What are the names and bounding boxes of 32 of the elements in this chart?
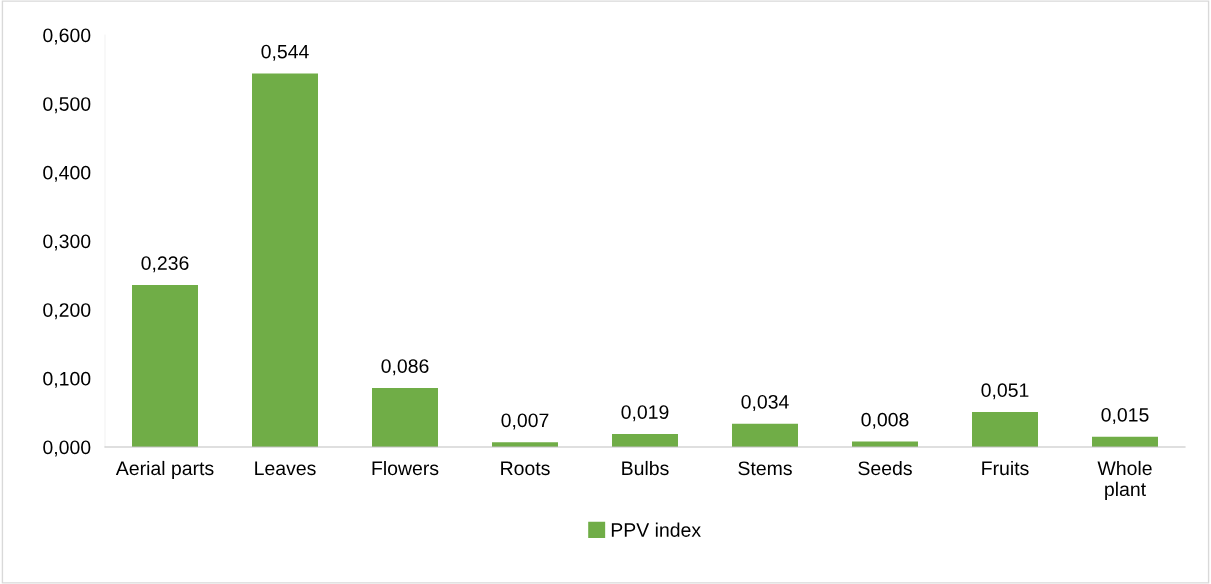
y-tick-label: 0,500: [43, 97, 91, 114]
x-tick-label: Roots: [501, 461, 550, 476]
y-tick-label: 0,400: [43, 165, 91, 182]
y-tick-label: 0,100: [43, 371, 91, 388]
bar: [252, 73, 318, 447]
x-tick-label: Leaves: [255, 461, 316, 476]
x-tick-label: Seeds: [858, 460, 912, 476]
data-label: 0,015: [1101, 407, 1149, 425]
bar: [732, 423, 798, 447]
y-tick-label: 0,300: [43, 234, 91, 251]
bar: [372, 387, 438, 447]
y-tick-label: 0,000: [43, 440, 91, 457]
bar: [972, 411, 1038, 447]
data-label: 0,019: [621, 405, 669, 422]
x-tick-label: Whole plant: [1097, 460, 1152, 500]
bar: [612, 433, 678, 447]
x-tick-label: Bulbs: [622, 460, 669, 476]
data-label: 0,008: [861, 412, 909, 429]
x-tick-label: Fruits: [982, 460, 1029, 476]
x-tick-label: Stems: [738, 461, 792, 476]
x-tick-label: Flowers: [372, 460, 439, 476]
data-label: 0,051: [981, 383, 1029, 400]
data-label: 0,544: [261, 44, 309, 61]
legend-label: PPV index: [611, 522, 701, 537]
x-tick-label: Aerial parts: [115, 460, 214, 480]
data-label: 0,034: [741, 394, 789, 411]
data-label: 0,086: [381, 359, 429, 376]
data-label: 0,236: [141, 256, 189, 273]
data-label: 0,007: [501, 413, 549, 430]
y-tick-label: 0,200: [43, 303, 91, 320]
y-tick-label: 0,600: [43, 28, 91, 45]
bar: [132, 284, 198, 447]
